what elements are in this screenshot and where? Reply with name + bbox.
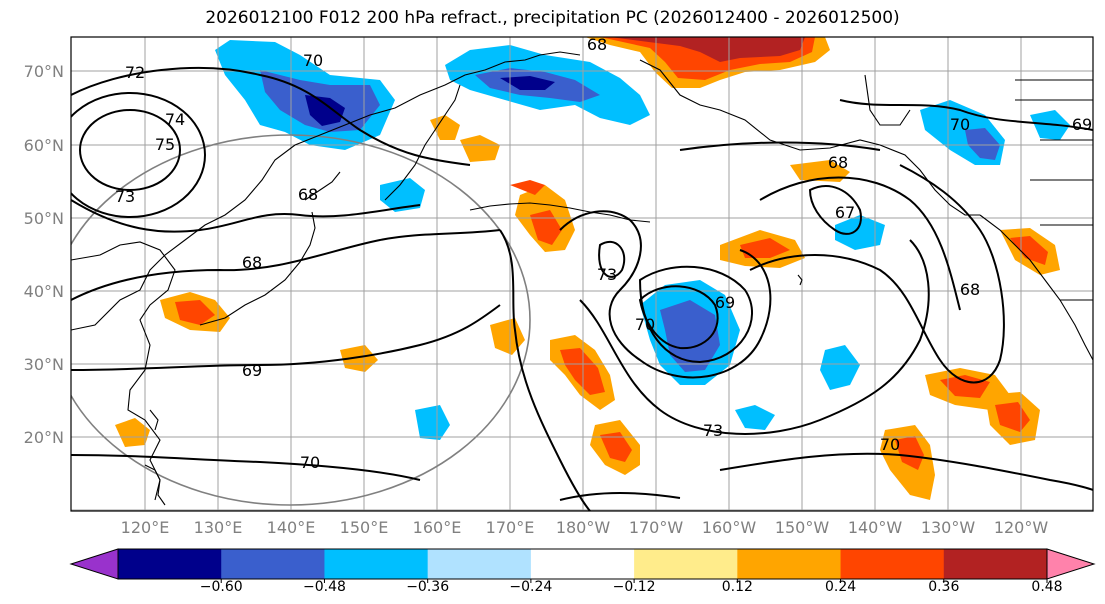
coastlines <box>71 51 1093 506</box>
colorbar-segment <box>530 549 635 579</box>
colorbar-segment <box>324 549 429 579</box>
colorbar-segment <box>943 549 1048 579</box>
latitude-labels: 70°N 60°N 50°N 40°N 30°N 20°N <box>24 62 64 447</box>
colorbar-tick-label: 0.12 <box>722 579 753 595</box>
graticule <box>71 37 1093 511</box>
colorbar-tick-label: 0.36 <box>928 579 959 595</box>
refractivity-contours <box>71 66 1093 511</box>
colorbar <box>69 548 1096 580</box>
longitude-labels: 120°E 130°E 140°E 150°E 160°E 170°E 180°W 170°W… <box>121 518 1049 537</box>
contour-label: 74 <box>165 110 185 129</box>
colorbar-extend-low <box>69 548 119 580</box>
map-title: 2026012100 F012 200 hPa refract., precip… <box>205 8 900 28</box>
lon-label: 160°E <box>413 518 462 537</box>
contour-label: 69 <box>1072 115 1092 134</box>
colorbar-segment <box>118 549 222 579</box>
contour-label: 67 <box>835 203 855 222</box>
lat-label: 50°N <box>24 209 64 228</box>
lat-label: 20°N <box>24 428 64 447</box>
colorbar-tick-label: 0.48 <box>1031 579 1062 595</box>
colorbar-tick-label: −0.24 <box>509 579 552 595</box>
contour-label: 73 <box>703 421 723 440</box>
colorbar-tick-label: 0.24 <box>825 579 856 595</box>
map-frame <box>70 36 1094 512</box>
contour-label: 70 <box>635 315 655 334</box>
contour-label: 73 <box>115 187 135 206</box>
contour-label: 68 <box>298 185 318 204</box>
colorbar-border <box>117 548 1048 580</box>
contour-label: 70 <box>880 435 900 454</box>
lon-label: 120°W <box>994 518 1049 537</box>
colorbar-extend-high <box>1046 548 1096 580</box>
lon-label: 150°W <box>775 518 830 537</box>
colorbar-tick-label: −0.12 <box>613 579 656 595</box>
colorbar-segment <box>737 549 842 579</box>
colorbar-segment <box>221 549 325 579</box>
lon-label: 170°W <box>629 518 684 537</box>
contour-label: 75 <box>155 135 175 154</box>
contour-label: 73 <box>597 265 617 284</box>
colorbar-tick-label: −0.60 <box>200 579 243 595</box>
lon-label: 140°E <box>267 518 316 537</box>
lon-label: 130°E <box>194 518 243 537</box>
contour-label: 68 <box>587 35 607 54</box>
contour-labels: 68 72 70 74 75 73 68 68 69 70 70 73 73 70 69 68 67 68 70 69 <box>115 35 1092 472</box>
contour-label: 68 <box>242 253 262 272</box>
contour-label: 69 <box>715 293 735 312</box>
colorbar-segment <box>840 549 945 579</box>
lat-label: 70°N <box>24 62 64 81</box>
lat-label: 30°N <box>24 355 64 374</box>
lon-label: 150°E <box>340 518 389 537</box>
contour-label: 68 <box>828 153 848 172</box>
colorbar-segment <box>427 549 532 579</box>
contour-label: 70 <box>950 115 970 134</box>
lon-label: 170°E <box>486 518 535 537</box>
lon-label: 140°W <box>848 518 903 537</box>
contour-label: 68 <box>960 280 980 299</box>
lon-label: 130°W <box>921 518 976 537</box>
colorbar-tick-label: −0.48 <box>303 579 346 595</box>
contour-label: 70 <box>300 453 320 472</box>
lon-label: 180°W <box>556 518 611 537</box>
contour-label: 72 <box>125 63 145 82</box>
contour-label: 70 <box>303 51 323 70</box>
lon-label: 160°W <box>702 518 757 537</box>
contour-label: 69 <box>242 361 262 380</box>
colorbar-tick-label: −0.36 <box>406 579 449 595</box>
lat-label: 60°N <box>24 136 64 155</box>
lon-label: 120°E <box>121 518 170 537</box>
range-circle <box>71 134 531 506</box>
lat-label: 40°N <box>24 282 64 301</box>
colorbar-segment <box>634 549 738 579</box>
colorbar-tick-labels: −0.60 −0.48 −0.36 −0.24 −0.12 0.12 0.24 0.36 0.4… <box>200 579 1063 595</box>
